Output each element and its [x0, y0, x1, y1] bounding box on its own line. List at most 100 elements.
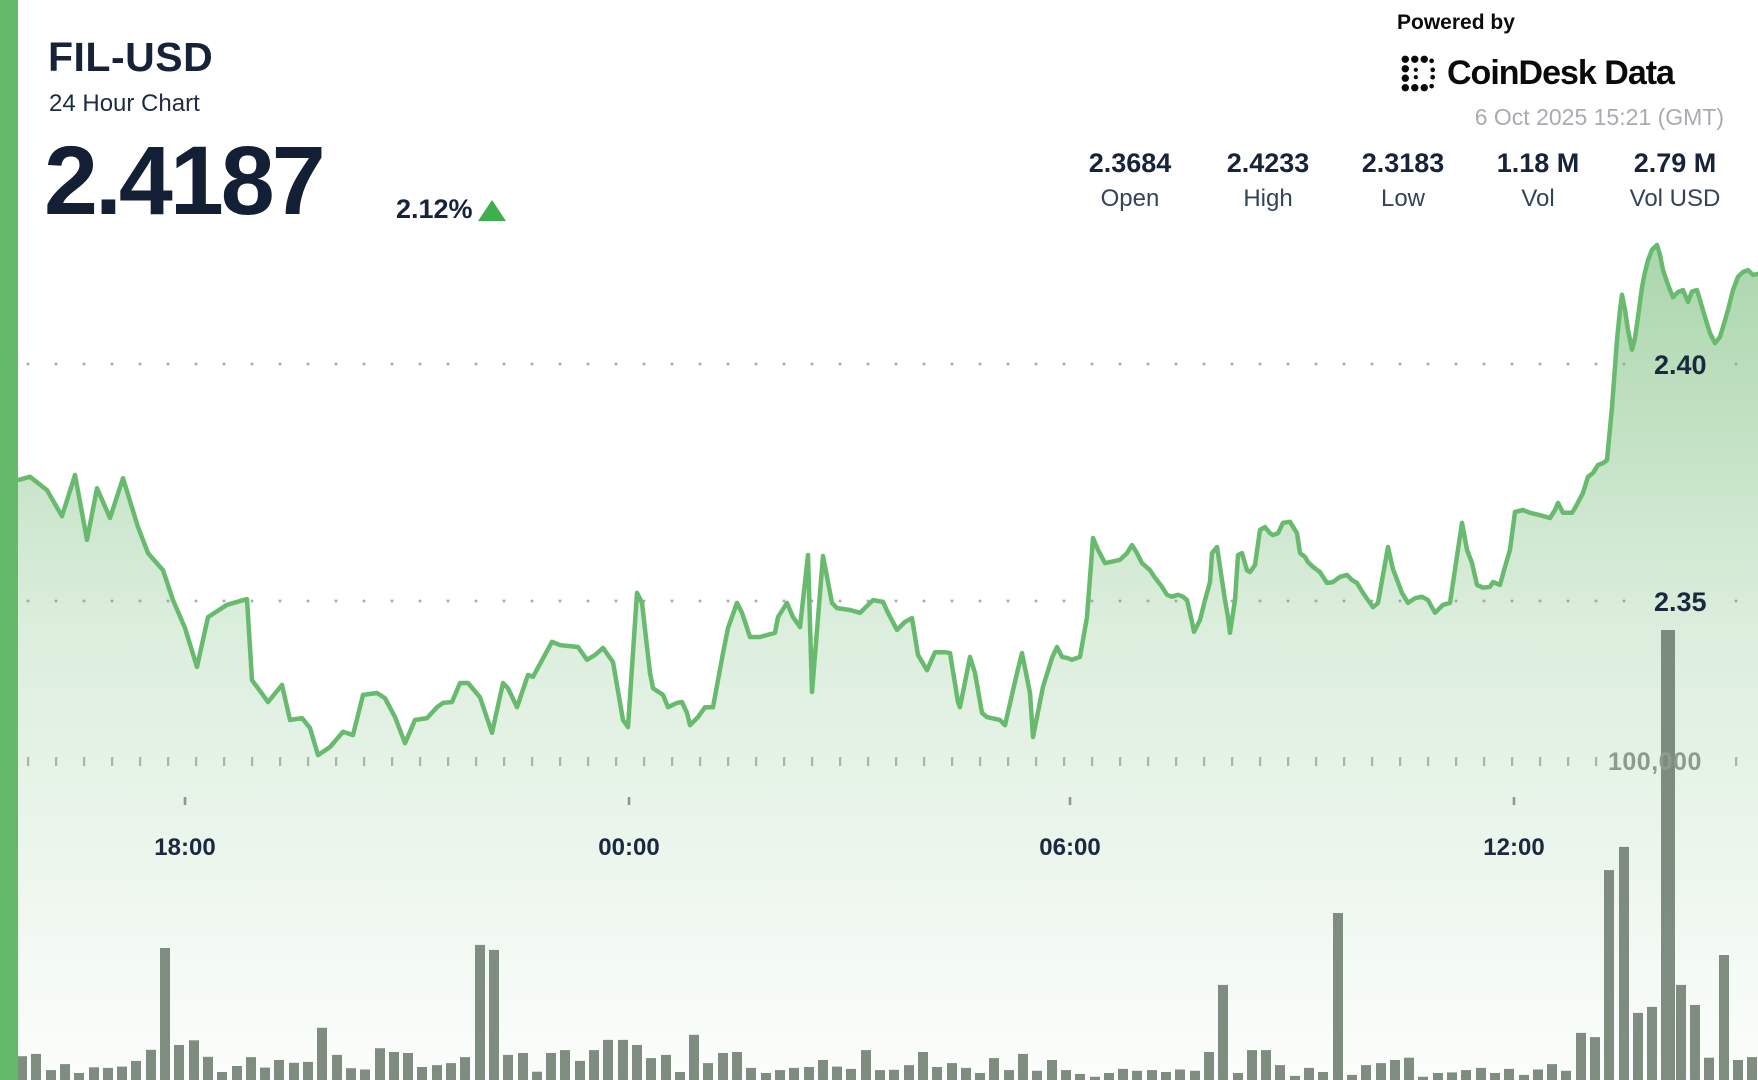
stat-low-label: Low	[1380, 185, 1426, 212]
stat-high-value: 2.4233	[1226, 148, 1310, 178]
volume-bar	[260, 1067, 270, 1080]
price-axis-tick-240: 2.40	[1654, 350, 1707, 380]
volume-bar	[246, 1057, 256, 1080]
volume-bar	[1404, 1057, 1414, 1080]
volume-bar	[89, 1067, 99, 1080]
volume-bar	[475, 944, 485, 1080]
accent-strip	[0, 0, 18, 1080]
coindesk-logo-icon	[1401, 55, 1436, 92]
volume-bar	[1004, 1070, 1014, 1080]
volume-bar	[1561, 1070, 1571, 1080]
volume-bar	[74, 1073, 84, 1080]
volume-bar	[1547, 1064, 1557, 1080]
stat-vol-value: 1.18 M	[1496, 148, 1580, 178]
volume-bar	[17, 1056, 27, 1080]
volume-bar	[1447, 1072, 1457, 1080]
volume-bar	[160, 948, 170, 1080]
volume-bar	[961, 1067, 971, 1080]
volume-bar	[861, 1050, 871, 1080]
volume-bar	[1576, 1032, 1586, 1080]
volume-bar	[989, 1058, 999, 1080]
volume-bar	[1390, 1060, 1400, 1080]
volume-bar	[1032, 1070, 1042, 1080]
volume-bar	[403, 1053, 413, 1080]
volume-bar	[1104, 1073, 1114, 1080]
volume-bar	[1018, 1053, 1028, 1080]
volume-bar	[274, 1060, 284, 1080]
stat-vol-usd-label: Vol USD	[1629, 185, 1721, 212]
volume-bar	[618, 1039, 628, 1080]
volume-bar	[1175, 1069, 1185, 1080]
time-tick-0600: 06:00	[1039, 834, 1101, 861]
coindesk-logo[interactable]: CoinDesk Data	[1400, 54, 1675, 93]
stat-high: 2.4233 High	[1193, 148, 1343, 213]
volume-bar	[1619, 846, 1629, 1080]
volume-bar	[446, 1063, 456, 1080]
volume-bar	[732, 1052, 742, 1080]
time-tick-1200: 12:00	[1483, 834, 1545, 861]
volume-bar	[1132, 1070, 1142, 1080]
volume-bar	[1147, 1070, 1157, 1080]
page-title: FIL-USD	[48, 34, 214, 80]
volume-bar	[1290, 1075, 1300, 1080]
stat-vol-label: Vol	[1521, 185, 1555, 212]
price-area-fill	[18, 245, 1758, 1080]
volume-bar	[546, 1053, 556, 1080]
volume-bar	[1490, 1073, 1500, 1080]
volume-bar	[789, 1067, 799, 1080]
volume-bar	[1247, 1050, 1257, 1080]
volume-bar	[703, 1063, 713, 1080]
volume-bar	[1333, 913, 1343, 1080]
volume-bar	[918, 1052, 928, 1080]
volume-bar	[1233, 1073, 1243, 1080]
stat-open-value: 2.3684	[1088, 148, 1172, 178]
volume-bar	[532, 1071, 542, 1080]
volume-bar	[460, 1057, 470, 1080]
volume-bar	[1318, 1072, 1328, 1080]
stat-vol-usd: 2.79 M Vol USD	[1600, 148, 1750, 213]
volume-bar	[1061, 1070, 1071, 1080]
volume-bar	[1676, 984, 1686, 1080]
volume-bar	[131, 1060, 141, 1080]
stat-low-value: 2.3183	[1361, 148, 1445, 178]
volume-bar	[232, 1066, 242, 1080]
volume-bar	[1690, 1005, 1700, 1080]
volume-bar	[1461, 1070, 1471, 1080]
volume-bar	[375, 1048, 385, 1080]
brand-name: CoinDesk Data	[1447, 54, 1675, 92]
stat-vol: 1.18 M Vol	[1463, 148, 1613, 213]
volume-bar	[432, 1065, 442, 1080]
volume-bar	[846, 1068, 856, 1080]
volume-bar	[1361, 1065, 1371, 1080]
volume-bar	[1275, 1065, 1285, 1080]
volume-bar	[589, 1050, 599, 1080]
time-tick-0000: 00:00	[598, 834, 660, 861]
timestamp: 6 Oct 2025 15:21 (GMT)	[1474, 104, 1724, 130]
volume-bar	[1519, 1074, 1529, 1080]
volume-bar	[1733, 1060, 1743, 1080]
volume-bar	[947, 1063, 957, 1080]
volume-bar	[904, 1065, 914, 1080]
volume-bar	[1704, 1057, 1714, 1080]
price-line	[15, 242, 1758, 758]
volume-bar	[46, 1070, 56, 1080]
volume-bar	[832, 1066, 842, 1080]
volume-bar	[518, 1053, 528, 1080]
volume-bar	[489, 949, 499, 1080]
volume-bar	[804, 1067, 814, 1080]
volume-bar	[146, 1049, 156, 1080]
volume-bar	[560, 1050, 570, 1080]
volume-bar	[503, 1054, 513, 1080]
volume-bar	[1433, 1073, 1443, 1080]
stat-low: 2.3183 Low	[1328, 148, 1478, 213]
volume-bar	[1190, 1070, 1200, 1080]
stat-open-label: Open	[1100, 185, 1160, 212]
volume-bar	[746, 1067, 756, 1080]
volume-bar	[1661, 630, 1675, 1080]
volume-bar	[360, 1069, 370, 1080]
volume-bar	[174, 1045, 184, 1080]
volume-bar	[932, 1067, 942, 1080]
time-tick-1800: 18:00	[154, 834, 216, 861]
volume-axis-tick: 100,000	[1608, 748, 1702, 776]
